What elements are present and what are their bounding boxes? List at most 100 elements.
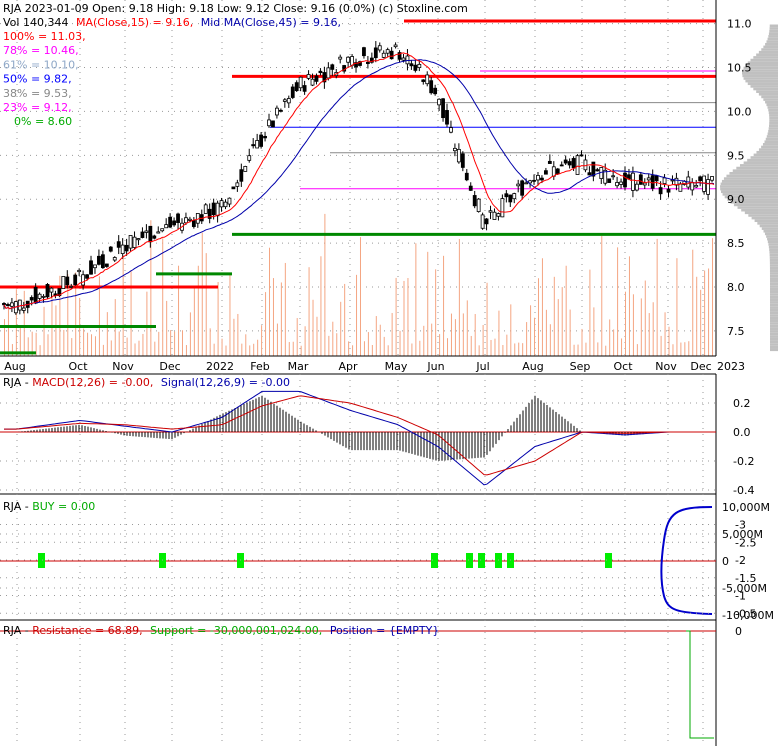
volume-profile-bar bbox=[754, 219, 778, 223]
candle-body bbox=[642, 182, 647, 186]
signal-line bbox=[4, 395, 712, 476]
volume-bar bbox=[656, 238, 658, 356]
candle-body bbox=[377, 45, 382, 51]
candle-body bbox=[267, 119, 271, 127]
volume-bar bbox=[19, 326, 21, 356]
volume-bar bbox=[478, 345, 480, 356]
candle-body bbox=[33, 287, 38, 304]
resistance-panel: 0 -0.5 -1 -1.5 -2 -2.5 -3 RJA - Resistance = 6… bbox=[0, 519, 756, 746]
candle-body bbox=[611, 175, 616, 178]
volume-bar bbox=[209, 328, 211, 356]
volume-profile-bar bbox=[769, 29, 778, 33]
candle-body bbox=[21, 307, 26, 311]
candle-body bbox=[456, 148, 461, 163]
buy-label: BUY = 0.00 bbox=[32, 500, 95, 513]
volume-profile-bar bbox=[768, 111, 778, 115]
volume-bar bbox=[684, 342, 686, 356]
candle-body bbox=[73, 274, 78, 286]
candle-body bbox=[302, 85, 307, 92]
volume-bar bbox=[431, 323, 433, 356]
volume-profile-bar bbox=[742, 69, 778, 72]
volume-bar bbox=[348, 341, 350, 356]
volume-bar bbox=[63, 329, 65, 356]
macd-tick-label: -0.4 bbox=[733, 484, 754, 497]
candle-body bbox=[282, 99, 287, 102]
volume-bar bbox=[621, 338, 623, 356]
buy-axis: 10,000M 5,000M 0 -5,000M -10,000M bbox=[722, 501, 774, 622]
volume-bar bbox=[387, 345, 389, 356]
volume-bar bbox=[628, 256, 630, 356]
candle-body bbox=[243, 166, 248, 172]
volume-bar bbox=[530, 305, 532, 356]
volume-bar bbox=[609, 319, 611, 356]
volume-bar bbox=[549, 324, 551, 356]
candle-body bbox=[615, 182, 619, 187]
macd-panel: 0.2 0.0 -0.2 -0.4 RJA - MACD(12,26) = -0.00… bbox=[0, 373, 754, 497]
x-tick-label: Dec bbox=[159, 360, 180, 373]
volume-profile-bar bbox=[770, 316, 778, 320]
volume-bar bbox=[506, 334, 508, 356]
volume-profile-bar bbox=[750, 85, 778, 88]
candle-body bbox=[464, 172, 469, 181]
volume-profile-bar bbox=[770, 311, 778, 315]
macd-tick-label: 0.2 bbox=[733, 397, 751, 410]
volume-profile-bar bbox=[747, 158, 778, 162]
candle-body bbox=[706, 179, 710, 195]
candle-body bbox=[227, 197, 232, 205]
volume-bar bbox=[142, 333, 144, 356]
price-tick-label: 9.0 bbox=[727, 193, 745, 206]
candle-body bbox=[579, 154, 584, 157]
volume-profile-bar bbox=[769, 119, 778, 122]
candle-body bbox=[401, 57, 406, 61]
candle-body bbox=[710, 176, 714, 181]
volume-bar bbox=[265, 292, 267, 356]
volume-bar bbox=[324, 213, 326, 356]
x-tick-label: Nov bbox=[655, 360, 677, 373]
svg-text:RJA - BUY = 0.00: RJA - BUY = 0.00 bbox=[3, 500, 95, 513]
candle-body bbox=[116, 241, 121, 248]
volume-bar bbox=[383, 336, 385, 356]
candle-body bbox=[286, 98, 291, 104]
candle-body bbox=[263, 135, 267, 139]
fib-label: 100% = 11.03, bbox=[3, 30, 86, 43]
volume-profile-bar bbox=[736, 166, 778, 170]
volume-profile-bar bbox=[758, 92, 778, 96]
candle-body bbox=[690, 182, 695, 191]
candle-body bbox=[480, 214, 485, 229]
candle-body bbox=[140, 231, 145, 238]
ma15-label: MA(Close,15) = 9.16, bbox=[76, 16, 193, 29]
candle-body bbox=[381, 52, 386, 58]
candle-body bbox=[310, 78, 315, 86]
volume-bar bbox=[494, 338, 496, 356]
volume-bar bbox=[447, 338, 449, 356]
fib-label: 0% = 8.60 bbox=[14, 115, 72, 128]
candle-body bbox=[488, 210, 493, 213]
candle-body bbox=[563, 159, 568, 164]
candle-body bbox=[670, 179, 675, 182]
volume-profile-bar bbox=[770, 324, 778, 328]
volume-profile-bar bbox=[768, 243, 778, 246]
volume-profile-bar bbox=[761, 95, 778, 99]
volume-bar bbox=[391, 313, 393, 356]
volume-bar bbox=[363, 341, 365, 356]
candle-body bbox=[623, 172, 627, 188]
candle-body bbox=[437, 98, 441, 106]
candle-body bbox=[512, 193, 517, 200]
candle-body bbox=[314, 75, 319, 82]
res-tick-label: -2 bbox=[735, 554, 746, 567]
volume-profile-bar bbox=[750, 156, 778, 159]
volume-profile-bar bbox=[745, 64, 778, 67]
volume-profile-bar bbox=[770, 306, 778, 309]
fib-level-labels: 100% = 11.03,78% = 10.46,61% = 10.10, 50%… bbox=[3, 30, 86, 128]
x-tick-label: Mar bbox=[288, 360, 309, 373]
volume-bar bbox=[87, 332, 89, 356]
volume-profile-bar bbox=[768, 108, 778, 112]
volume-bar bbox=[344, 283, 346, 356]
volume-bar bbox=[292, 341, 294, 356]
candle-body bbox=[275, 107, 279, 116]
candle-body bbox=[385, 49, 390, 54]
volume-bar bbox=[490, 339, 492, 356]
candle-body bbox=[29, 297, 34, 301]
volume-bar bbox=[118, 331, 120, 356]
